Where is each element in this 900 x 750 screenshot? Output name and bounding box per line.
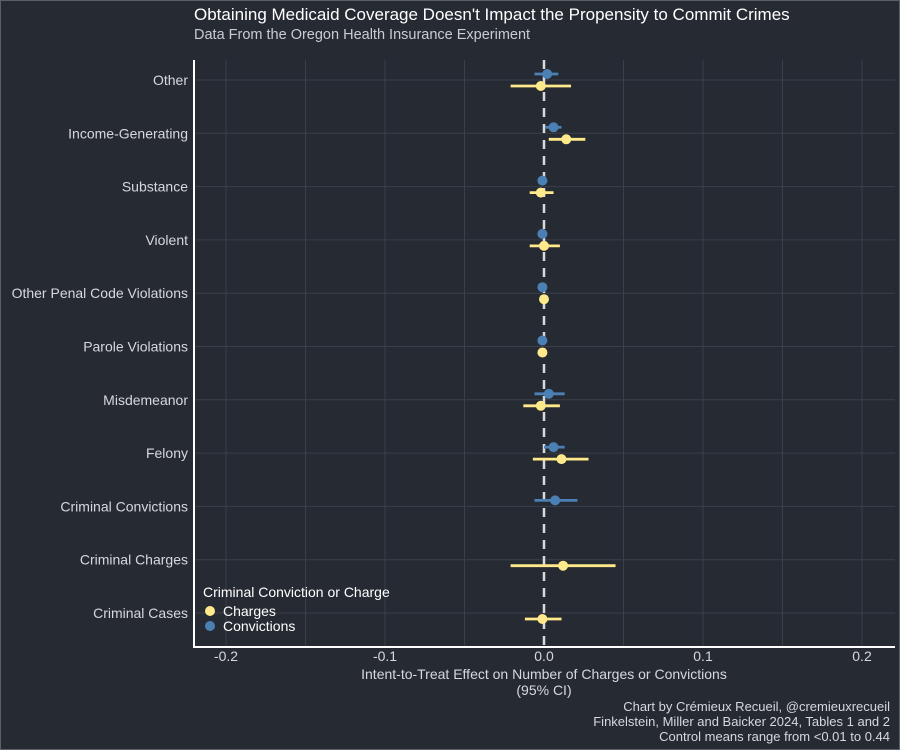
x-tick-labels: -0.2 -0.1 0.0 0.1 0.2 bbox=[214, 648, 872, 664]
category-label: Violent bbox=[145, 232, 188, 248]
charges-point bbox=[535, 400, 546, 411]
legend-convictions-label: Convictions bbox=[223, 618, 295, 634]
convictions-point bbox=[543, 388, 554, 399]
legend-charges-label: Charges bbox=[223, 603, 276, 619]
caption-line-3: Control means range from <0.01 to 0.44 bbox=[659, 729, 890, 744]
x-tick-label: -0.2 bbox=[214, 648, 238, 664]
charges-point bbox=[535, 187, 546, 198]
charges-point bbox=[537, 614, 548, 624]
category-label: Criminal Cases bbox=[93, 605, 188, 621]
convictions-point bbox=[537, 282, 548, 293]
x-tick-label: 0.1 bbox=[693, 648, 713, 664]
charges-point bbox=[561, 134, 572, 145]
x-tick-label: -0.1 bbox=[373, 648, 397, 664]
convictions-point bbox=[550, 495, 561, 506]
chart-title: Obtaining Medicaid Coverage Doesn't Impa… bbox=[194, 5, 790, 24]
category-label: Criminal Convictions bbox=[60, 498, 188, 514]
charges-point bbox=[556, 454, 567, 465]
category-label: Other Penal Code Violations bbox=[12, 285, 188, 301]
legend-convictions-swatch bbox=[205, 621, 215, 631]
legend-title: Criminal Conviction or Charge bbox=[203, 584, 390, 600]
charges-point bbox=[539, 294, 549, 305]
category-label: Other bbox=[153, 72, 188, 88]
caption-line-2: Finkelstein, Miller and Baicker 2024, Ta… bbox=[593, 714, 890, 729]
category-label: Felony bbox=[146, 445, 188, 461]
charges-point bbox=[537, 347, 548, 358]
category-label: Substance bbox=[122, 179, 188, 195]
category-label: Income-Generating bbox=[68, 125, 188, 141]
x-tick-label: 0.0 bbox=[534, 648, 554, 664]
data-marks bbox=[510, 69, 616, 624]
caption-line-1: Chart by Crémieux Recueil, @cremieuxrecu… bbox=[623, 699, 890, 714]
category-label: Misdemeanor bbox=[103, 392, 188, 408]
convictions-point bbox=[537, 228, 548, 239]
convictions-point bbox=[537, 175, 548, 186]
category-label: Parole Violations bbox=[83, 339, 188, 355]
convictions-point bbox=[548, 442, 559, 453]
legend-charges-swatch bbox=[205, 606, 215, 616]
convictions-point bbox=[548, 122, 559, 133]
convictions-point bbox=[542, 69, 553, 79]
convictions-point bbox=[537, 335, 548, 346]
x-axis-title-line2: (95% CI) bbox=[516, 682, 571, 698]
x-axis-title: Intent-to-Treat Effect on Number of Char… bbox=[361, 666, 727, 682]
category-labels: Other Income-Generating Substance Violent Ot… bbox=[12, 72, 189, 621]
chart-subtitle: Data From the Oregon Health Insurance Ex… bbox=[194, 27, 530, 43]
category-label: Criminal Charges bbox=[80, 552, 188, 568]
legend: Criminal Conviction or Charge Charges Co… bbox=[203, 584, 390, 634]
charges-point bbox=[558, 560, 569, 571]
charges-point bbox=[539, 240, 549, 251]
x-tick-label: 0.2 bbox=[852, 648, 872, 664]
charges-point bbox=[535, 81, 546, 91]
